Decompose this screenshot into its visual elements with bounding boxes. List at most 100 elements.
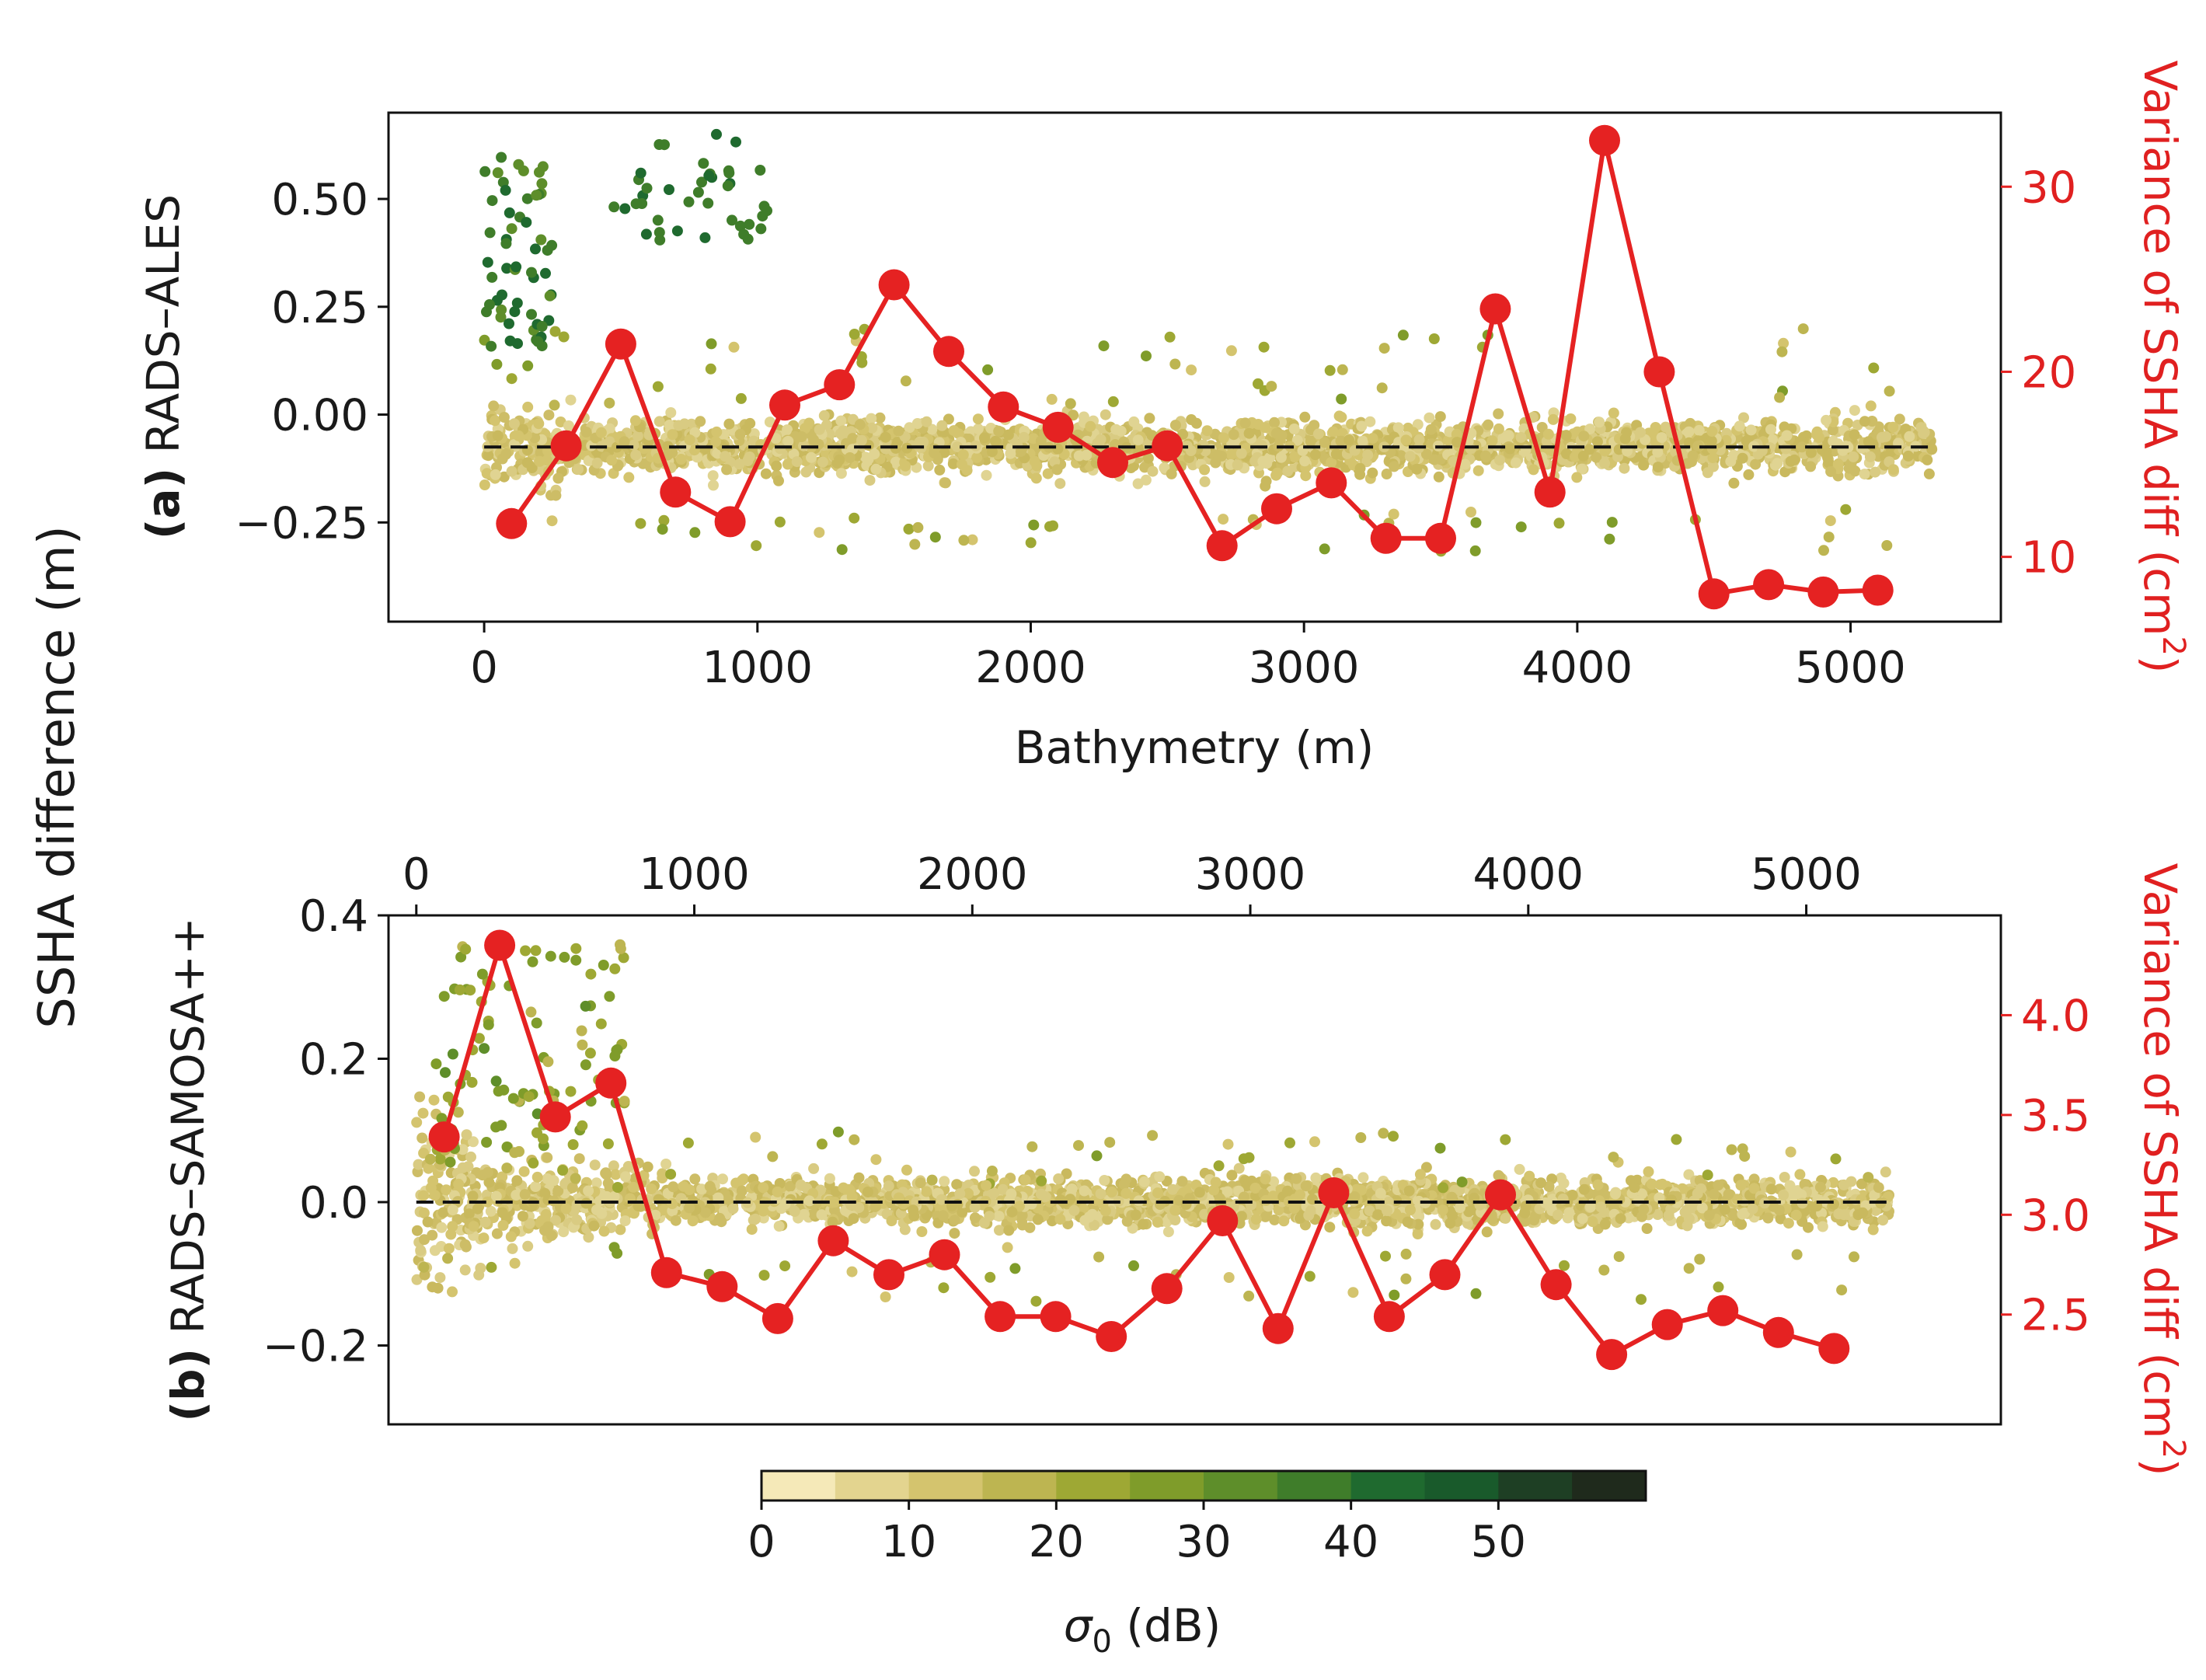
panel-a-scatter-point bbox=[1923, 468, 1935, 479]
panel-a-scatter-point bbox=[1656, 432, 1668, 444]
panel-a-variance-point bbox=[988, 391, 1019, 423]
panel-a-scatter-outlier bbox=[1824, 515, 1836, 527]
panel-b-scatter-point bbox=[1412, 1229, 1424, 1239]
panel-a-scatter-point bbox=[1918, 427, 1929, 439]
panel-a-scatter-point bbox=[1863, 436, 1874, 448]
panel-b-scatter-point bbox=[963, 1187, 974, 1199]
panel-b-scatter-point bbox=[1794, 1169, 1806, 1180]
panel-a-scatter-point bbox=[854, 419, 866, 430]
panel-a-scatter-point bbox=[490, 469, 501, 480]
panel-b-scatter-point bbox=[518, 1166, 530, 1177]
panel-a-scatter-point bbox=[1239, 417, 1251, 429]
panel-a-scatter-outlier bbox=[506, 223, 518, 235]
panel-b-scatter-point bbox=[1694, 1175, 1706, 1187]
panel-b-scatter-point bbox=[1654, 1192, 1665, 1204]
panel-b-scatter-point bbox=[1291, 1173, 1302, 1184]
panel-a-scatter-point bbox=[775, 443, 786, 455]
panel-a-ytick-label: 0.50 bbox=[271, 175, 368, 225]
panel-a-scatter-point bbox=[1765, 423, 1776, 435]
panel-b-scatter-point bbox=[1779, 1172, 1790, 1183]
panel-a-scatter-point bbox=[971, 451, 983, 463]
panel-b-scatter-point bbox=[824, 1173, 835, 1184]
panel-a-scatter-point bbox=[1018, 431, 1030, 443]
panel-a-scatter-point bbox=[1652, 462, 1664, 473]
panel-b-scatter-point bbox=[418, 1208, 430, 1218]
panel-a-scatter-outlier bbox=[664, 184, 674, 195]
panel-a-variance-point bbox=[550, 430, 582, 462]
panel-a-variance-point bbox=[933, 336, 964, 368]
panel-a-xtick-label: 2000 bbox=[975, 643, 1086, 693]
panel-a-scatter-point bbox=[1389, 461, 1400, 472]
panel-a-scatter-outlier bbox=[1774, 392, 1786, 403]
panel-a-scatter-point bbox=[1781, 430, 1793, 441]
panel-a-variance-line bbox=[509, 138, 1878, 597]
panel-a-scatter-point bbox=[957, 449, 969, 461]
panel-b-scatter-point bbox=[610, 1169, 622, 1180]
panel-a-scatter-point bbox=[1404, 451, 1416, 462]
panel-a-scatter-outlier bbox=[751, 540, 762, 552]
panel-b-scatter-point bbox=[1845, 1176, 1857, 1187]
panel-a-scatter-point bbox=[695, 416, 706, 427]
panel-b-scatter-point bbox=[483, 1176, 495, 1188]
panel-b-scatter-point bbox=[1558, 1177, 1570, 1189]
panel-a-scatter-outlier bbox=[696, 176, 707, 188]
panel-a-scatter-point bbox=[1312, 428, 1324, 440]
panel-a-scatter-outlier bbox=[500, 184, 511, 196]
panel-a-scatter-point bbox=[1042, 468, 1054, 479]
panel-a-scatter-outlier bbox=[1465, 507, 1476, 518]
panel-b-scatter-point bbox=[1250, 1190, 1261, 1201]
panel-a-scatter-outlier bbox=[958, 535, 970, 546]
panel-a-scatter-point bbox=[1354, 462, 1366, 474]
panel-b-scatter-point bbox=[457, 1162, 469, 1173]
panel-a-scatter-outlier bbox=[608, 201, 620, 213]
panel-a-scatter-outlier bbox=[544, 290, 556, 301]
panel-b-scatter-point bbox=[441, 1184, 452, 1196]
panel-a-scatter-outlier bbox=[814, 527, 825, 539]
panel-a-scatter-outlier bbox=[982, 364, 994, 375]
panel-a-scatter-point bbox=[929, 443, 940, 455]
panel-a-variance-point bbox=[605, 328, 636, 360]
panel-a-scatter-outlier bbox=[755, 165, 766, 176]
panel-a-scatter-point bbox=[1412, 419, 1424, 430]
panel-a-scatter-point bbox=[479, 479, 490, 490]
panel-a-scatter-outlier bbox=[532, 336, 544, 347]
panel-a-scatter-point bbox=[1100, 409, 1111, 420]
panel-a-scatter-point bbox=[922, 460, 934, 472]
panel-a-scatter-outlier bbox=[604, 397, 615, 409]
panel-a-scatter-point bbox=[1269, 417, 1280, 428]
panel-b-scatter-point bbox=[969, 1166, 980, 1177]
panel-a-scatter-point bbox=[986, 446, 998, 458]
panel-a-scatter-point bbox=[1029, 455, 1040, 467]
panel-a-scatter-point bbox=[1356, 420, 1368, 432]
panel-b-scatter-point bbox=[411, 1117, 423, 1128]
panel-a-scatter-point bbox=[1271, 467, 1283, 479]
panel-a-scatter-point bbox=[1515, 431, 1527, 443]
panel-a-scatter-point bbox=[791, 456, 803, 468]
panel-b-scatter-point bbox=[1102, 1214, 1113, 1225]
panel-a-scatter-point bbox=[835, 428, 846, 440]
panel-a-variance-point bbox=[1370, 522, 1402, 554]
panel-b-scatter-point bbox=[615, 1224, 626, 1236]
panel-a-scatter-point bbox=[1228, 429, 1239, 441]
panel-a-scatter-outlier bbox=[536, 178, 548, 190]
panel-a-scatter-point bbox=[1737, 452, 1748, 464]
panel-a-scatter-point bbox=[1051, 464, 1063, 476]
panel-a-variance-point bbox=[660, 476, 692, 508]
panel-b-scatter-point bbox=[1154, 1171, 1166, 1183]
panel-b-scatter-point bbox=[660, 1159, 672, 1169]
panel-a-scatter-outlier bbox=[692, 186, 704, 198]
panel-a-scatter-point bbox=[500, 448, 512, 459]
panel-a-scatter-outlier bbox=[1218, 514, 1229, 525]
panel-a-scatter-point bbox=[948, 425, 960, 437]
panel-a-scatter-outlier bbox=[652, 381, 664, 392]
panel-b-scatter-point bbox=[436, 1222, 448, 1233]
panel-a-scatter-point bbox=[866, 422, 878, 434]
panel-a-scatter-outlier bbox=[730, 136, 741, 148]
panel-b-scatter-point bbox=[522, 1240, 534, 1252]
panel-b-scatter-point bbox=[1357, 1172, 1369, 1183]
panel-a-scatter-point bbox=[1578, 430, 1590, 442]
panel-a-scatter-point bbox=[734, 428, 746, 440]
panel-a-scatter-outlier bbox=[1028, 519, 1040, 531]
panel-a-scatter-point bbox=[684, 434, 695, 446]
panel-a-scatter-point bbox=[1542, 428, 1554, 440]
